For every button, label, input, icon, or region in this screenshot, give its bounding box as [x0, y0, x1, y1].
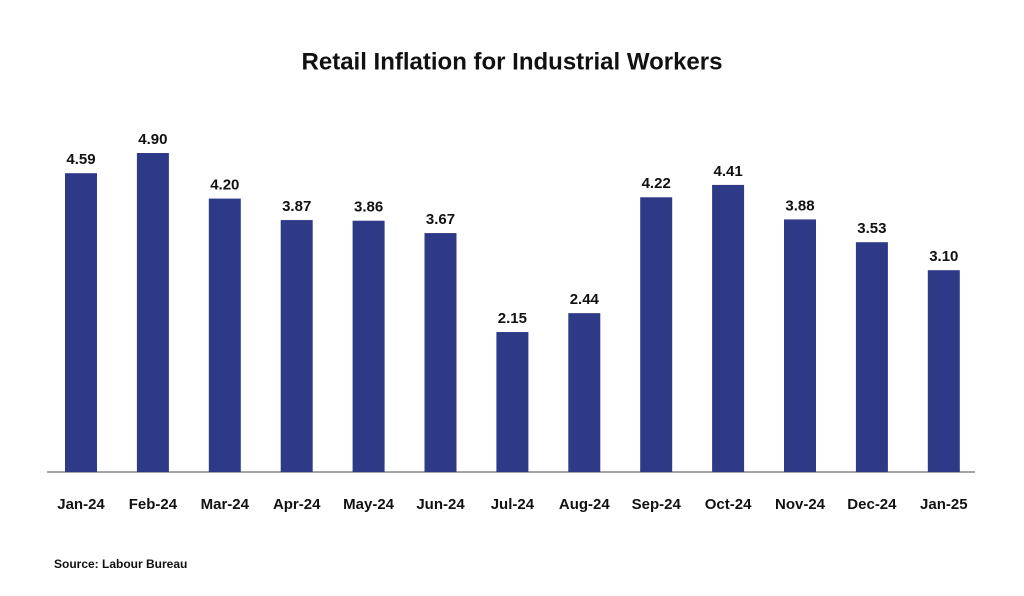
- value-label: 4.22: [642, 175, 671, 192]
- x-tick-label: Mar-24: [201, 496, 250, 513]
- bar: [208, 198, 241, 472]
- x-tick-label: Nov-24: [775, 496, 826, 513]
- x-tick-label: Jun-24: [416, 496, 465, 513]
- bar: [927, 270, 960, 472]
- x-tick-label: Aug-24: [559, 496, 610, 513]
- value-label: 4.20: [210, 177, 239, 194]
- chart-title: Retail Inflation for Industrial Workers: [302, 48, 723, 75]
- value-label: 4.41: [713, 163, 742, 180]
- x-tick-label: Dec-24: [847, 496, 897, 513]
- value-label: 3.87: [282, 198, 311, 215]
- x-tick-label: May-24: [343, 496, 395, 513]
- value-label: 3.67: [426, 211, 455, 228]
- bar: [496, 332, 529, 472]
- bar: [568, 313, 601, 472]
- x-tick-label: Jan-24: [57, 496, 105, 513]
- x-tick-label: Sep-24: [632, 496, 682, 513]
- bar: [784, 219, 816, 472]
- x-tick-label: Jul-24: [491, 496, 535, 513]
- value-label: 3.10: [929, 248, 958, 265]
- value-label: 2.44: [570, 291, 600, 308]
- bar: [712, 184, 745, 472]
- x-tick-label: Jan-25: [920, 496, 968, 513]
- source-note: Source: Labour Bureau: [54, 557, 187, 571]
- x-tick-label: Feb-24: [129, 496, 178, 513]
- bar: [640, 197, 673, 472]
- x-tick-label: Apr-24: [273, 496, 321, 513]
- bar: [65, 173, 97, 473]
- value-label: 4.59: [66, 151, 95, 168]
- x-tick-label: Oct-24: [705, 496, 752, 513]
- value-label: 3.53: [857, 220, 886, 237]
- bar: [280, 220, 313, 472]
- value-label: 2.15: [498, 310, 527, 327]
- value-label: 3.88: [785, 197, 814, 214]
- bar: [136, 153, 169, 472]
- bar: [352, 220, 385, 472]
- bar: [855, 242, 888, 472]
- bar: [424, 233, 457, 472]
- value-label: 3.86: [354, 199, 383, 216]
- value-label: 4.90: [138, 131, 167, 148]
